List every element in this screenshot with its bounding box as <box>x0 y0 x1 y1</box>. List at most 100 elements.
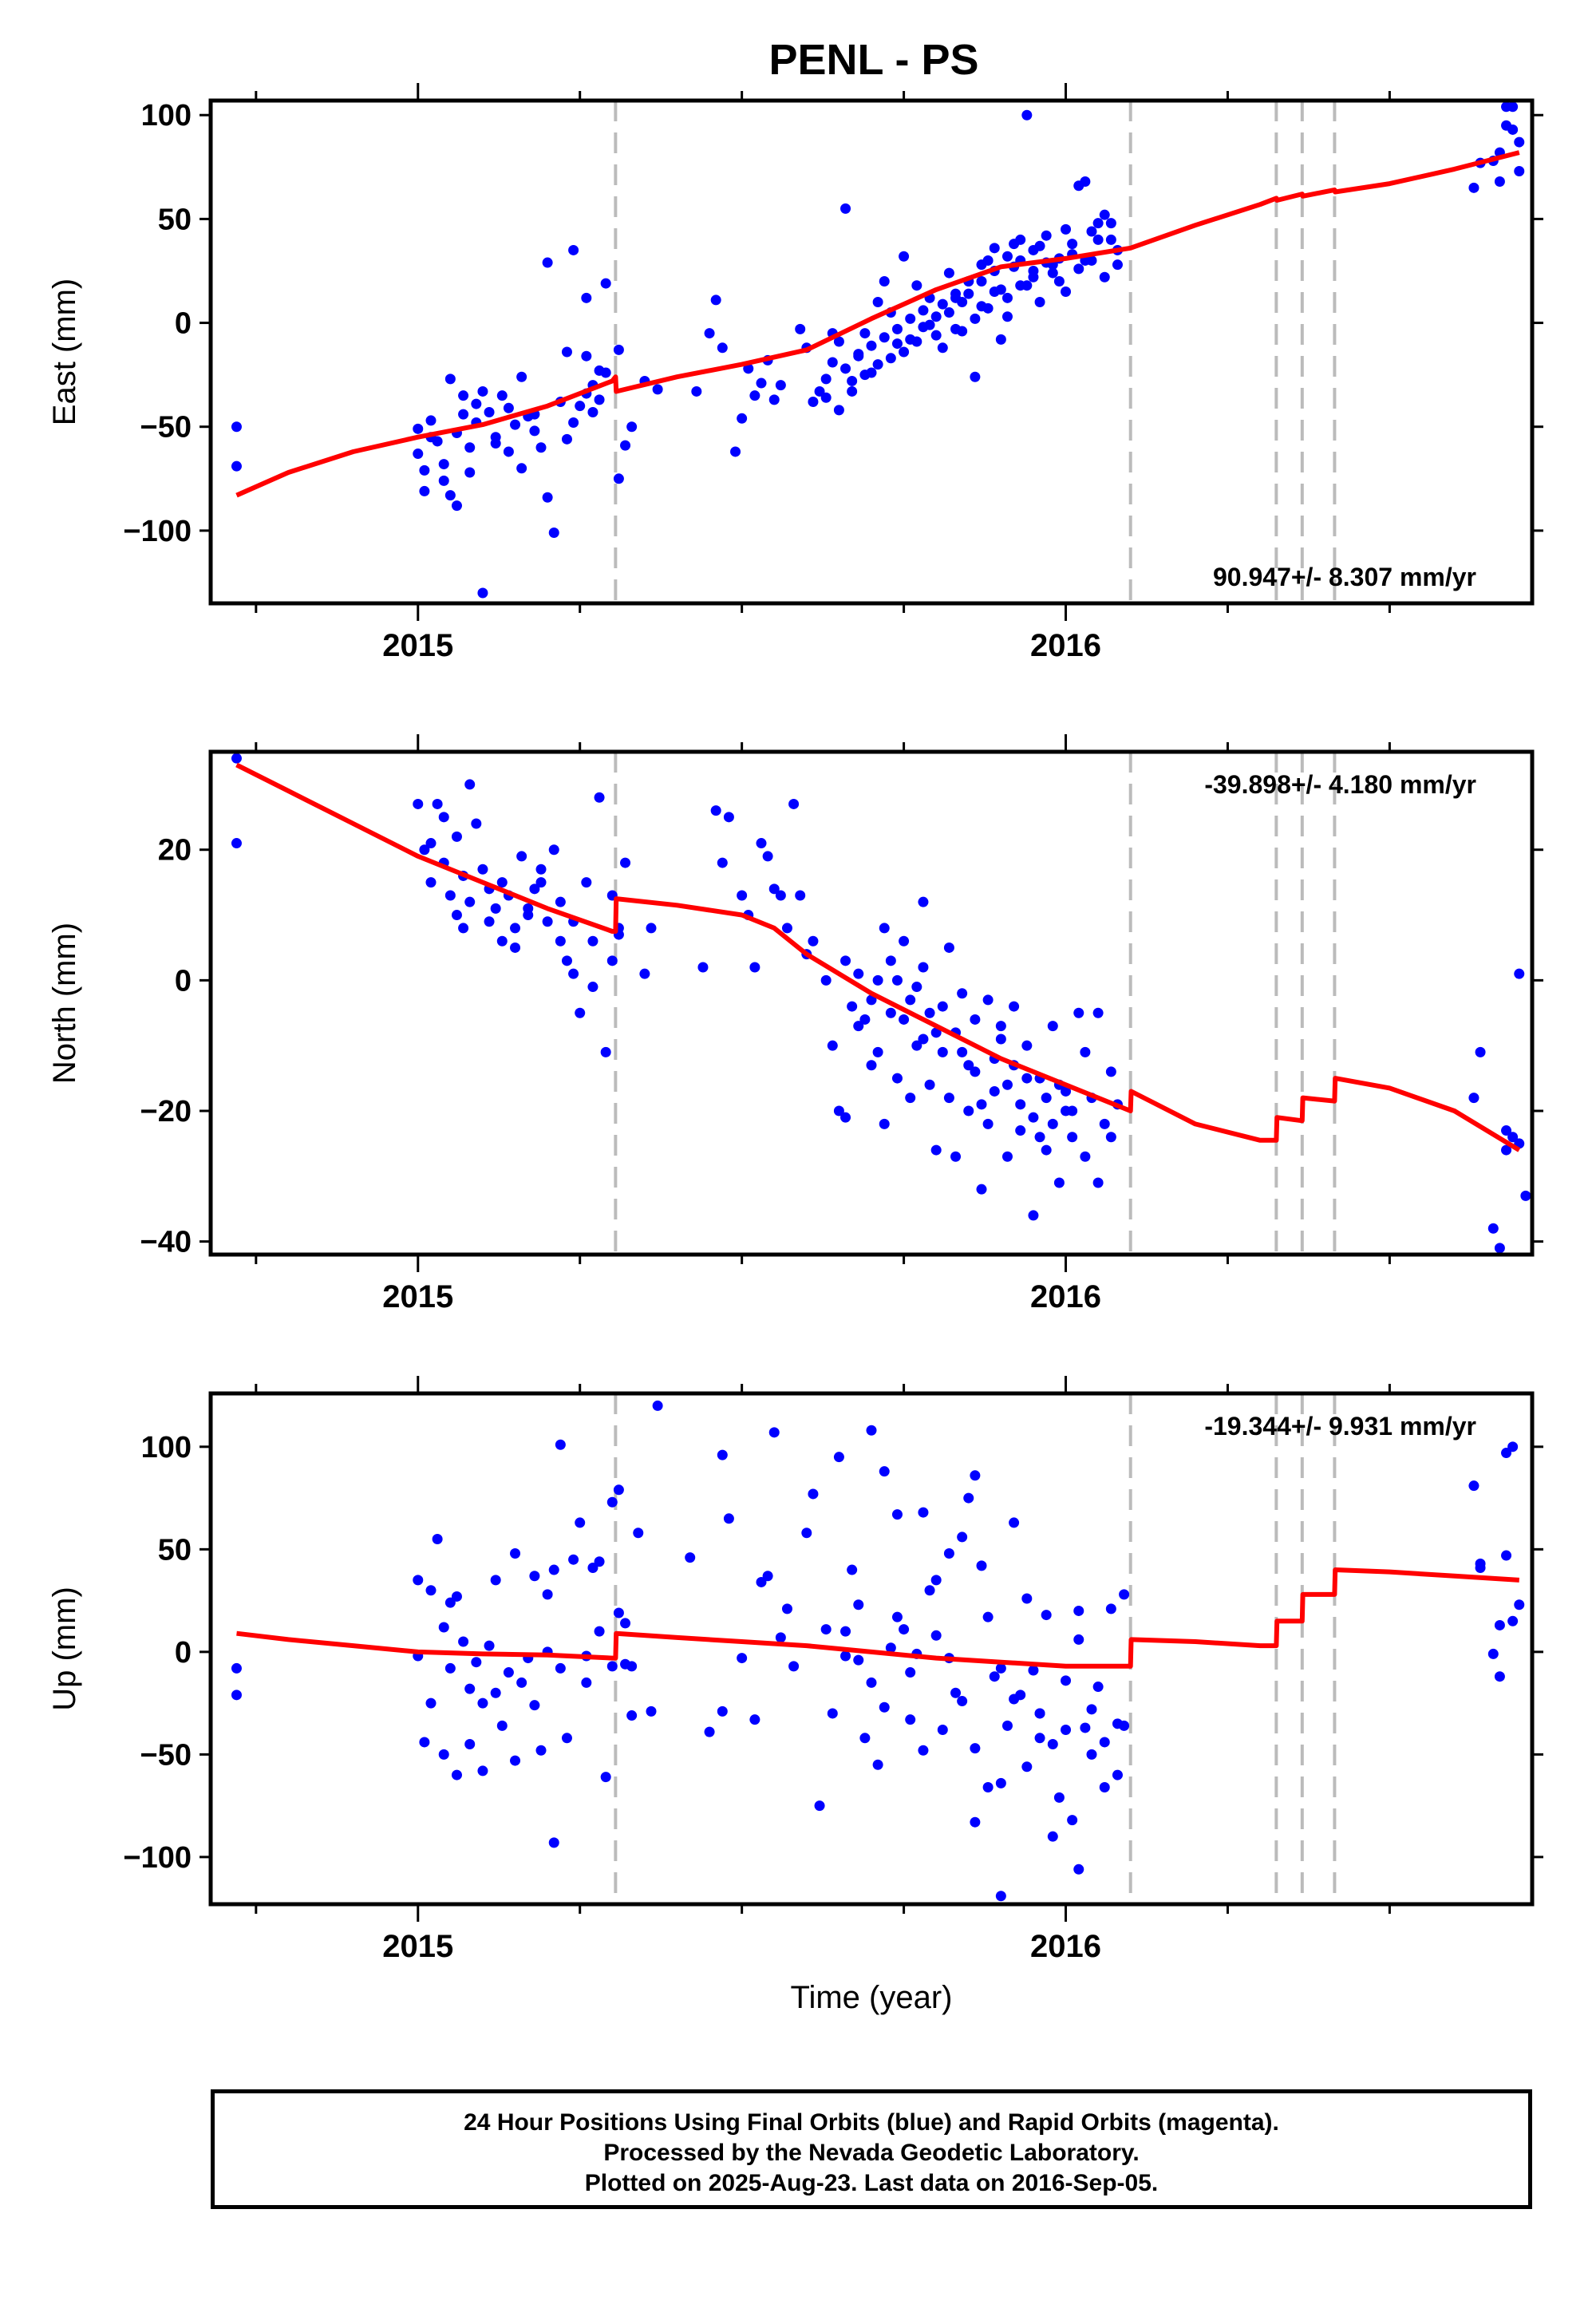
data-point <box>510 1755 521 1766</box>
plot-frame <box>208 749 1535 1257</box>
data-point <box>885 353 896 364</box>
data-point <box>704 328 715 339</box>
data-point <box>548 527 559 538</box>
data-point <box>1001 1151 1013 1162</box>
data-point <box>626 421 638 433</box>
data-point <box>646 923 657 934</box>
data-point <box>516 463 527 474</box>
data-point <box>542 492 553 503</box>
data-point <box>1047 1118 1058 1129</box>
data-point <box>918 1034 929 1045</box>
data-point <box>1015 1125 1026 1136</box>
data-point <box>840 1112 851 1123</box>
data-point <box>652 1400 663 1411</box>
data-point <box>891 974 903 986</box>
data-point <box>930 1630 942 1641</box>
data-point <box>820 1624 832 1635</box>
data-point <box>606 955 618 966</box>
data-point <box>438 1749 449 1760</box>
data-point <box>1494 1619 1505 1630</box>
data-point <box>995 1662 1006 1674</box>
data-point <box>982 1118 994 1129</box>
data-point <box>652 384 663 395</box>
data-point <box>795 890 806 901</box>
data-point <box>464 467 476 478</box>
data-point <box>918 1745 929 1756</box>
data-point <box>970 1743 981 1754</box>
data-point <box>646 1705 657 1717</box>
data-point <box>1053 1177 1065 1188</box>
data-point <box>561 346 572 358</box>
data-point <box>1041 1144 1052 1156</box>
data-point <box>866 1425 877 1436</box>
data-point <box>911 280 922 291</box>
data-point <box>1034 1132 1045 1143</box>
x-axis-label: Time (year) <box>791 1980 953 2015</box>
y-tick-label: −20 <box>140 1095 192 1128</box>
data-point <box>911 336 922 347</box>
data-point <box>924 1007 935 1018</box>
data-point <box>568 244 579 255</box>
data-point <box>853 1654 864 1666</box>
data-point <box>516 1677 527 1688</box>
data-point <box>899 346 910 358</box>
data-point <box>905 313 916 324</box>
data-point <box>1073 1007 1084 1018</box>
model-line <box>235 150 1520 498</box>
data-point <box>575 401 586 412</box>
data-point <box>710 805 721 816</box>
data-point <box>1009 1694 1020 1705</box>
data-point <box>795 323 806 334</box>
data-point <box>775 1632 786 1643</box>
data-point <box>1092 1007 1104 1018</box>
data-point <box>717 857 728 868</box>
data-point <box>510 1547 521 1559</box>
plot-frame <box>208 98 1535 606</box>
data-point <box>937 298 948 310</box>
data-point <box>231 421 242 433</box>
data-point <box>840 955 851 966</box>
data-point <box>444 1662 456 1674</box>
y-tick-label: −100 <box>123 1841 192 1875</box>
data-point <box>496 390 508 401</box>
data-point <box>970 1470 981 1481</box>
data-point <box>444 490 456 501</box>
data-point <box>911 1040 922 1051</box>
data-point <box>872 297 883 308</box>
data-point <box>548 844 559 856</box>
data-point <box>957 1531 968 1543</box>
data-point <box>581 1677 592 1688</box>
data-point <box>879 275 890 287</box>
rate-label: -19.344+/- 9.931 mm/yr <box>1204 1412 1476 1441</box>
data-point <box>510 923 521 934</box>
data-point <box>982 1611 994 1622</box>
data-point <box>1501 1125 1512 1136</box>
data-point <box>555 1439 566 1450</box>
data-point <box>982 302 994 314</box>
data-point <box>575 1517 586 1528</box>
north-panel: 20 0 −20 −40 2015 2016 North (mm) -39.898+/- 4.… <box>47 734 1543 1314</box>
data-point <box>1105 1066 1116 1077</box>
data-point <box>957 1696 968 1707</box>
data-point <box>535 877 547 888</box>
data-point <box>1475 1562 1486 1573</box>
data-point <box>419 1737 430 1748</box>
data-point <box>600 278 611 289</box>
data-point <box>503 1667 514 1678</box>
data-point <box>1092 234 1104 245</box>
data-point <box>231 460 242 472</box>
data-point <box>458 923 469 934</box>
data-point <box>413 1575 424 1586</box>
y-tick-label: 50 <box>158 1533 192 1567</box>
data-point <box>1061 223 1072 235</box>
data-point <box>924 1079 935 1090</box>
data-point <box>1105 218 1116 229</box>
data-point <box>464 1683 476 1694</box>
data-point <box>1047 1831 1058 1842</box>
data-point <box>496 935 508 947</box>
data-point <box>1053 1792 1065 1803</box>
data-point <box>781 1603 792 1614</box>
data-point <box>730 446 741 457</box>
data-point <box>1514 166 1525 177</box>
data-point <box>1501 1448 1512 1459</box>
